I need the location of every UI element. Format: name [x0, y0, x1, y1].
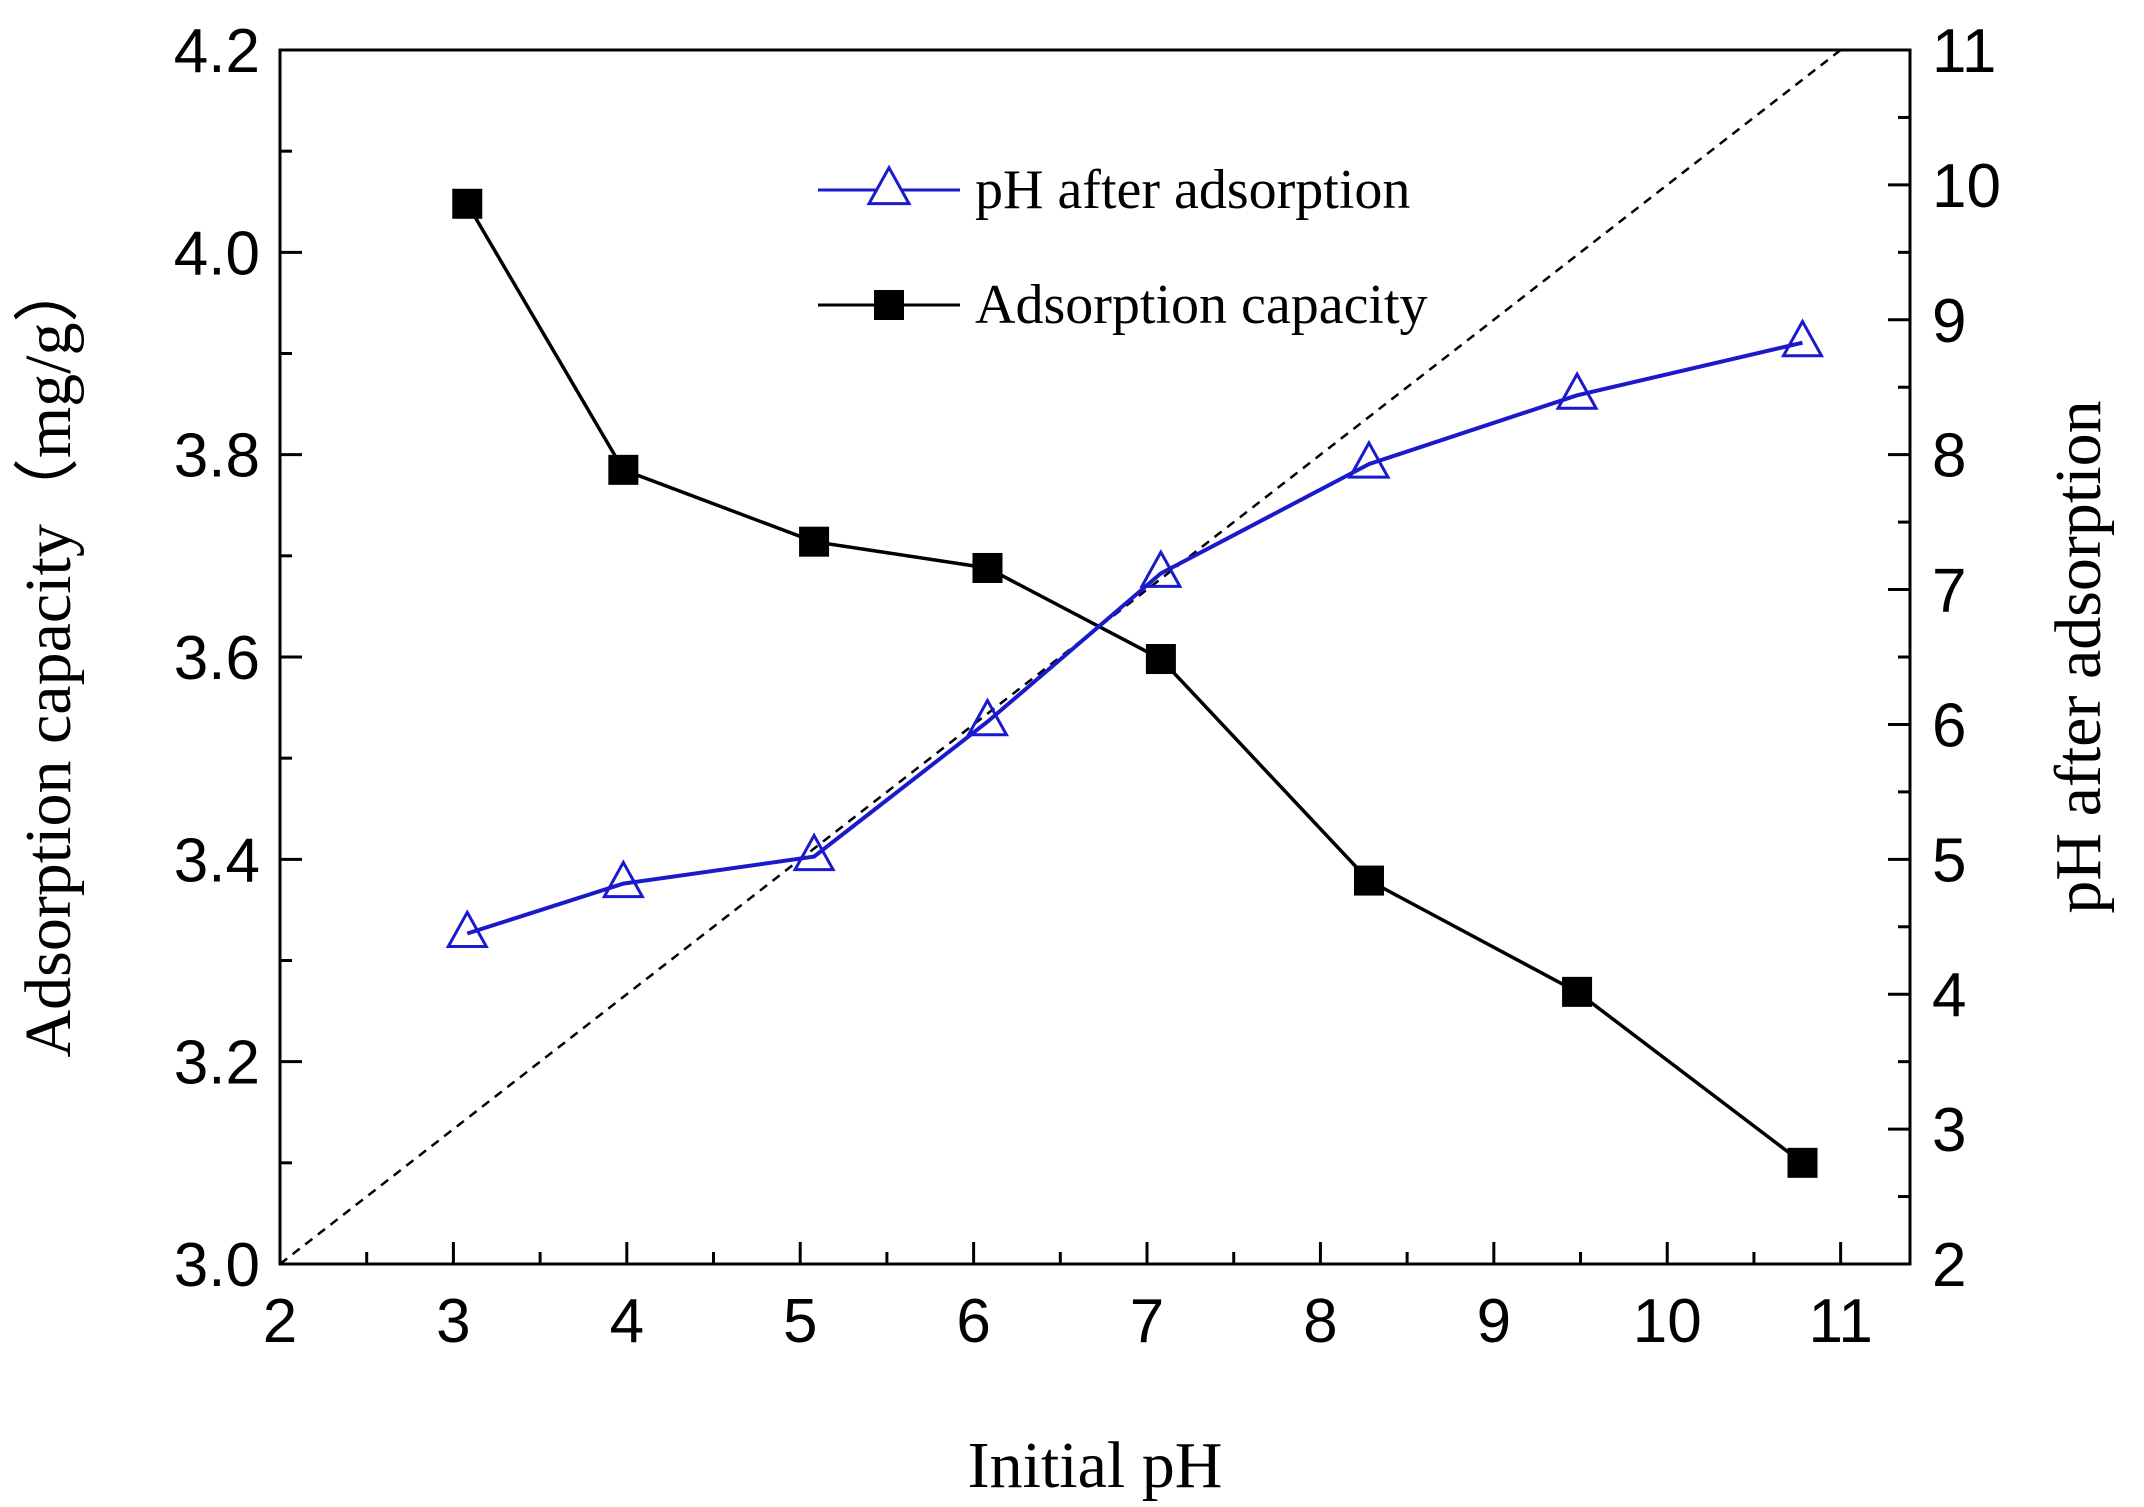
capacity-point	[1145, 644, 1176, 675]
x-tick-label: 8	[1303, 1287, 1337, 1356]
x-tick-label: 10	[1633, 1287, 1702, 1356]
tick-marks	[278, 48, 1910, 1266]
x-tick-label: 3	[436, 1287, 470, 1356]
ph-point	[965, 697, 1010, 737]
tick-label-layer: 2 3 4 5 6 7 8 9 10 11 3.0 3.2 3.4 3.6 3.8 4.0 4.2 2 3 4 5 6 7 8…	[174, 17, 2001, 1356]
y-left-tick-label: 3.0	[174, 1231, 260, 1300]
y-left-tick-label: 4.0	[174, 219, 260, 288]
capacity-point	[1562, 976, 1593, 1007]
ph-point	[601, 859, 645, 899]
ph-point	[1347, 439, 1391, 479]
x-axis-title: Initial pH	[968, 1429, 1223, 1502]
legend-square-marker	[874, 290, 904, 320]
y-right-tick-label: 5	[1932, 826, 1966, 895]
capacity-point	[608, 454, 639, 485]
x-tick-label: 6	[956, 1287, 990, 1356]
ph-point	[445, 909, 489, 949]
left-y-axis-title: Adsorption capacity（mg/g）	[12, 256, 85, 1057]
legend-triangle-marker	[866, 164, 912, 206]
y-right-tick-label: 11	[1932, 17, 1996, 86]
ph-point	[1555, 371, 1599, 410]
capacity-point	[972, 552, 1003, 583]
legend-label-ph: pH after adsorption	[975, 159, 1410, 221]
y-right-tick-label: 9	[1932, 287, 1966, 356]
y-right-tick-label: 8	[1932, 422, 1966, 491]
y-right-tick-label: 3	[1932, 1096, 1966, 1165]
right-y-axis-title: pH after adsorption	[2042, 400, 2115, 913]
plot-frame	[278, 48, 1912, 1266]
y-left-tick-label: 3.6	[174, 624, 260, 693]
legend-label-capacity: Adsorption capacity	[975, 274, 1428, 336]
ph-line	[466, 340, 1803, 936]
capacity-point	[1787, 1147, 1818, 1178]
x-tick-label: 5	[783, 1287, 817, 1356]
x-tick-label: 9	[1477, 1287, 1511, 1356]
capacity-point	[799, 526, 830, 557]
y-right-tick-label: 6	[1932, 691, 1966, 760]
y-right-tick-label: 7	[1932, 557, 1966, 626]
y-right-tick-label: 2	[1932, 1231, 1966, 1300]
capacity-point	[1353, 865, 1384, 896]
x-tick-label: 11	[1808, 1287, 1872, 1356]
y-right-tick-label: 10	[1932, 152, 2001, 221]
capacity-line	[465, 202, 1804, 1165]
y-left-tick-label: 4.2	[174, 17, 260, 86]
y-right-tick-label: 4	[1932, 961, 1966, 1030]
y-left-tick-label: 3.8	[174, 422, 260, 491]
y-left-tick-label: 3.2	[174, 1029, 260, 1098]
ph-point	[1139, 549, 1183, 588]
legend: pH after adsorption Adsorption capacity	[818, 159, 1428, 336]
capacity-point	[452, 188, 483, 219]
y-left-tick-label: 3.4	[174, 826, 260, 895]
x-tick-label: 7	[1130, 1287, 1164, 1356]
x-tick-label: 4	[610, 1287, 644, 1356]
ph-point	[1780, 318, 1825, 358]
x-tick-label: 2	[263, 1287, 297, 1356]
ph-point	[792, 832, 836, 872]
series-layer	[445, 188, 1825, 1178]
